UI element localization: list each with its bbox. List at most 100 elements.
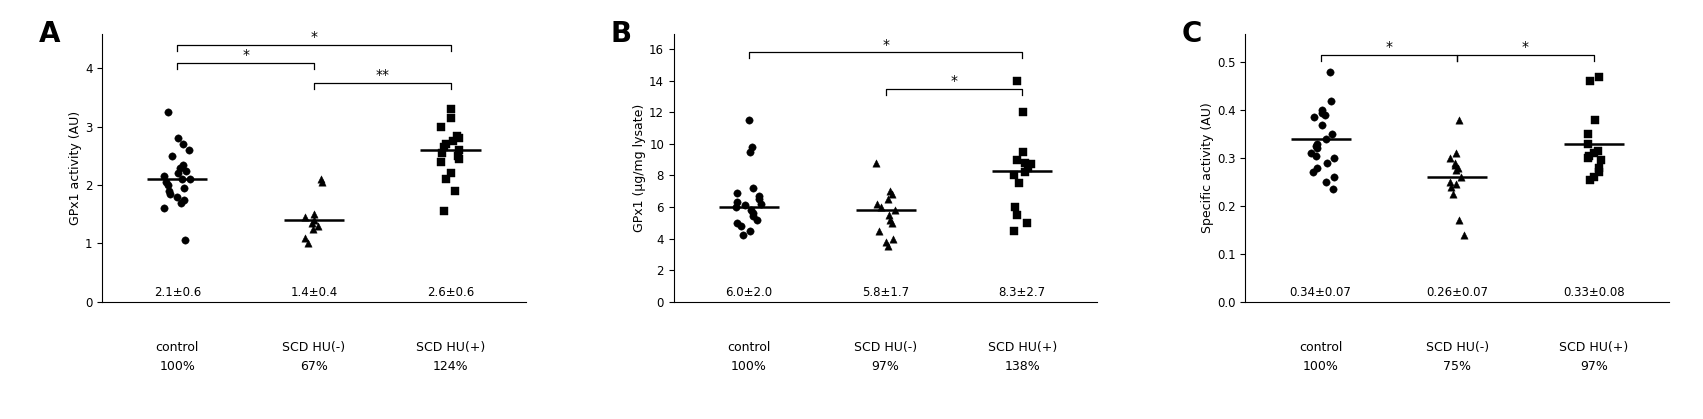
Point [739, 213, 766, 220]
Point [444, 155, 472, 162]
Point [1320, 186, 1347, 192]
Point [429, 144, 456, 150]
Point [167, 164, 194, 171]
Point [1587, 157, 1614, 164]
Point [722, 204, 749, 210]
Point [1442, 150, 1470, 157]
Point [1574, 131, 1601, 137]
Point [737, 144, 765, 150]
Point [175, 176, 203, 183]
Point [427, 150, 455, 156]
Point [153, 179, 181, 186]
Point [170, 141, 198, 147]
Point [1303, 143, 1330, 150]
Point [1018, 161, 1046, 168]
Point [1451, 231, 1478, 238]
Text: control: control [727, 341, 771, 354]
Point [880, 207, 908, 214]
Point [736, 117, 763, 124]
Point [1313, 160, 1340, 166]
Text: 100%: 100% [731, 360, 766, 373]
Text: *: * [1522, 40, 1529, 54]
Point [737, 207, 765, 214]
Point [431, 208, 458, 215]
Point [172, 167, 199, 174]
Point [1308, 107, 1335, 114]
Text: 8.3±2.7: 8.3±2.7 [998, 286, 1046, 299]
Text: 2.1±0.6: 2.1±0.6 [153, 286, 201, 299]
Point [170, 237, 198, 244]
Point [1304, 145, 1332, 152]
Text: 0.26±0.07: 0.26±0.07 [1425, 286, 1488, 299]
Point [739, 210, 766, 217]
Text: SCD HU(-): SCD HU(-) [853, 341, 918, 354]
Text: *: * [310, 30, 317, 44]
Point [1311, 111, 1339, 118]
Point [433, 176, 460, 183]
Point [879, 191, 906, 198]
Text: **: ** [375, 68, 390, 82]
Point [1316, 68, 1344, 75]
Text: *: * [242, 48, 249, 62]
Text: 100%: 100% [160, 360, 196, 373]
Point [155, 182, 182, 189]
Point [1003, 212, 1030, 218]
Text: control: control [1299, 341, 1342, 354]
Point [746, 193, 773, 199]
Point [439, 138, 467, 145]
Point [298, 220, 325, 226]
Point [1439, 191, 1466, 197]
Point [1010, 109, 1037, 116]
Point [875, 212, 903, 218]
Point [1577, 176, 1604, 183]
Point [875, 196, 903, 202]
Point [879, 235, 906, 242]
Point [150, 205, 177, 212]
Point [170, 185, 198, 191]
Text: C: C [1182, 20, 1202, 48]
Text: *: * [950, 74, 957, 88]
Point [427, 158, 455, 165]
Point [1442, 167, 1470, 173]
Point [1003, 156, 1030, 163]
Point [748, 201, 775, 207]
Point [724, 220, 751, 226]
Point [1001, 228, 1029, 234]
Text: 6.0±2.0: 6.0±2.0 [725, 286, 773, 299]
Point [865, 228, 892, 234]
Point [305, 222, 332, 229]
Point [1003, 78, 1030, 84]
Point [729, 232, 756, 239]
Point [1442, 181, 1470, 188]
Point [1299, 169, 1327, 176]
Point [727, 222, 754, 229]
Text: control: control [155, 341, 199, 354]
Point [867, 204, 894, 210]
Point [737, 148, 765, 155]
Point [441, 188, 468, 194]
Point [163, 170, 191, 177]
Point [1448, 174, 1475, 181]
Point [1441, 162, 1468, 168]
Point [300, 211, 327, 217]
Text: 75%: 75% [1442, 360, 1471, 373]
Point [444, 153, 472, 159]
Text: *: * [882, 38, 889, 52]
Point [1012, 169, 1039, 176]
Point [863, 201, 891, 207]
Point [150, 173, 177, 180]
Point [1318, 131, 1345, 137]
Point [291, 234, 318, 241]
Text: 67%: 67% [300, 360, 329, 373]
Point [1580, 174, 1608, 181]
Point [875, 243, 903, 250]
Point [1574, 155, 1601, 161]
Point [1313, 135, 1340, 142]
Point [1575, 152, 1603, 159]
Point [291, 214, 318, 220]
Point [872, 238, 899, 245]
Text: 0.34±0.07: 0.34±0.07 [1289, 286, 1352, 299]
Point [1308, 109, 1335, 116]
Point [1585, 147, 1613, 154]
Text: 138%: 138% [1005, 360, 1041, 373]
